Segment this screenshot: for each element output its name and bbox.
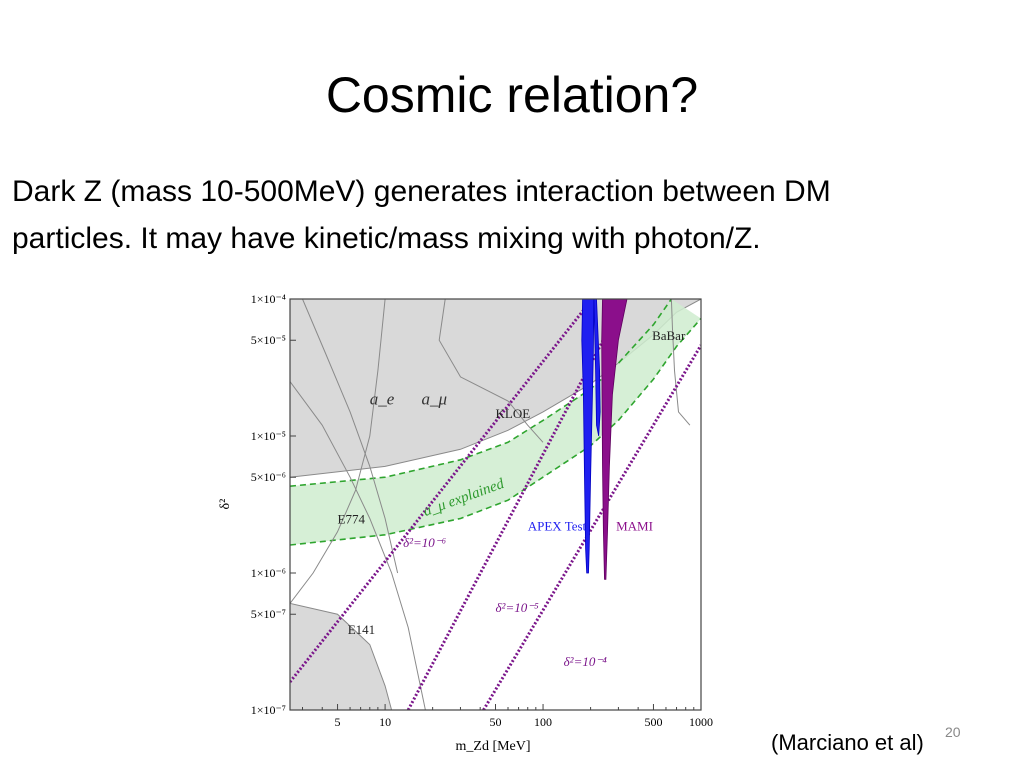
chart-annotation: KLOE bbox=[496, 406, 531, 421]
y-axis-label: δ² bbox=[218, 499, 233, 510]
mami-label: MAMI bbox=[616, 518, 653, 533]
experiment-contour-line bbox=[670, 299, 691, 426]
y-tick-label: 1×10⁻⁶ bbox=[251, 566, 286, 580]
delta-squared-line bbox=[406, 299, 627, 710]
apex-test-region bbox=[581, 299, 595, 574]
x-tick-label: 1000 bbox=[689, 715, 713, 729]
page-number: 20 bbox=[945, 724, 961, 740]
y-tick-label: 5×10⁻⁷ bbox=[251, 607, 286, 621]
delta-squared-line bbox=[482, 344, 701, 710]
amu-explained-band bbox=[290, 299, 701, 545]
experiment-contour-line bbox=[438, 299, 544, 443]
x-tick-label: 50 bbox=[490, 715, 502, 729]
slide-title: Cosmic relation? bbox=[325, 67, 699, 123]
amu-band-lower-edge bbox=[290, 317, 701, 546]
experiment-contour-line bbox=[290, 381, 426, 710]
body-text-line-1: Dark Z (mass 10-500MeV) generates intera… bbox=[12, 175, 831, 208]
delta-squared-label: δ²=10⁻⁴ bbox=[564, 654, 608, 669]
chart-annotation: a_e bbox=[370, 389, 395, 408]
experiment-contour-line bbox=[290, 299, 386, 604]
experiment-contour-line bbox=[302, 299, 399, 574]
y-tick-label: 1×10⁻⁴ bbox=[251, 292, 286, 306]
chart-annotation: BaBar bbox=[652, 328, 686, 343]
apex-label: APEX Test bbox=[528, 518, 587, 533]
delta-squared-label: δ²=10⁻⁵ bbox=[496, 600, 540, 615]
delta-squared-label: δ²=10⁻⁶ bbox=[403, 535, 447, 550]
x-tick-label: 100 bbox=[534, 715, 552, 729]
citation: (Marciano et al) bbox=[771, 730, 924, 755]
body-text-line-2: particles. It may have kinetic/mass mixi… bbox=[12, 222, 761, 255]
chart-annotation: E774 bbox=[338, 511, 366, 526]
x-tick-label: 5 bbox=[335, 715, 341, 729]
chart-annotation: a_μ bbox=[421, 389, 447, 408]
delta-squared-line bbox=[290, 299, 594, 683]
y-tick-label: 1×10⁻⁷ bbox=[251, 703, 286, 717]
exclusion-plot: 5 10 50 100 500 1000 1×10⁻⁴ 5×10⁻⁵ 1×10⁻⁵ 5×10⁻⁶ 1… bbox=[218, 292, 713, 754]
amu-band-upper-edge bbox=[290, 299, 673, 487]
y-tick-label: 5×10⁻⁶ bbox=[251, 470, 286, 484]
mami-region bbox=[601, 299, 628, 580]
y-tick-label: 1×10⁻⁵ bbox=[251, 429, 286, 443]
y-tick-label: 5×10⁻⁵ bbox=[251, 333, 286, 347]
excluded-region-lower bbox=[290, 602, 393, 710]
x-tick-label: 500 bbox=[644, 715, 662, 729]
x-tick-label: 10 bbox=[379, 715, 391, 729]
x-axis-label: m_Zd [MeV] bbox=[456, 739, 531, 754]
apex-test-region bbox=[593, 299, 601, 437]
chart-annotation: E141 bbox=[348, 622, 375, 637]
